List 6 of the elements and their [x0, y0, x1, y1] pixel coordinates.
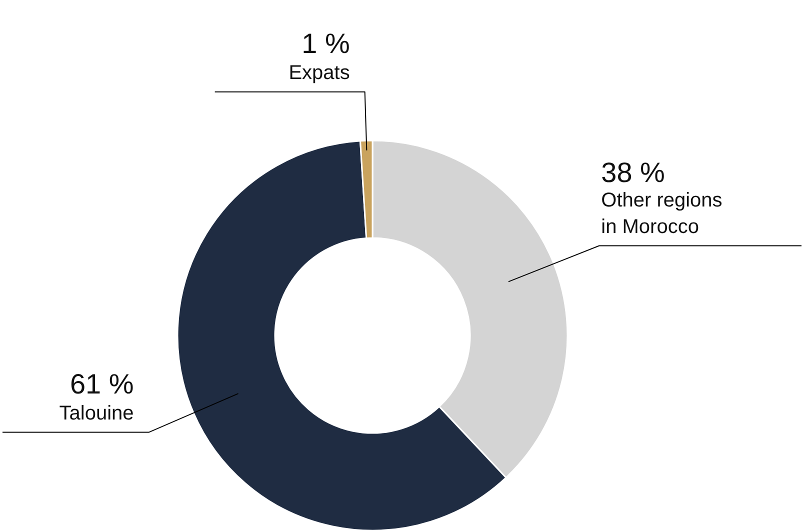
data-label: 61 %	[70, 368, 134, 400]
slice-label: Talouine	[59, 402, 134, 424]
slice-label: Other regions in Morocco	[601, 189, 722, 238]
slice-label: Expats	[288, 62, 350, 84]
data-label: 38 %	[601, 156, 665, 188]
data-label: 1 %	[302, 28, 350, 59]
